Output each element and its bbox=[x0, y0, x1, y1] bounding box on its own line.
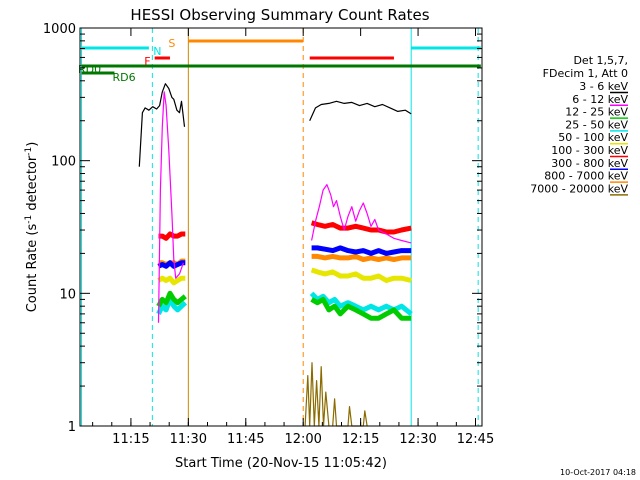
series-100-300-kev-line-0 bbox=[158, 231, 186, 241]
x-tick-label-12-15: 12:15 bbox=[342, 432, 379, 447]
y-axis-label-sup1: -1 bbox=[24, 215, 34, 224]
flag-label-s-1: S bbox=[168, 37, 175, 50]
y-tick-label-10: 10 bbox=[59, 287, 76, 302]
plot-frame bbox=[79, 27, 483, 427]
legend-label-7000-20000-kev: 7000 - 20000 keV bbox=[530, 182, 628, 195]
legend-label-100-300-kev: 100 - 300 keV bbox=[551, 144, 628, 157]
y-axis-label: Count Rate (s-1 detector-1) bbox=[24, 142, 40, 313]
series-7000-20000-kev-line-0 bbox=[304, 362, 330, 427]
plot-area: NS F RD0 RD6 bbox=[78, 28, 481, 427]
x-tick-label-11-15: 11:15 bbox=[112, 432, 149, 447]
x-tick-label-11-30: 11:30 bbox=[170, 432, 207, 447]
y-axis-label-part3: ) bbox=[25, 142, 40, 147]
series-3-6-kev-line-0 bbox=[138, 83, 186, 167]
chart-title: HESSI Observing Summary Count Rates bbox=[130, 6, 429, 24]
axes bbox=[79, 27, 483, 427]
series-3-6-kev-line-1 bbox=[309, 100, 412, 121]
flag-label-rd6-4: RD6 bbox=[112, 71, 135, 84]
series-25-50-kev-line-0 bbox=[156, 296, 187, 316]
x-tick-label-12-45: 12:45 bbox=[457, 432, 494, 447]
legend-label-6-12-kev: 6 - 12 keV bbox=[572, 93, 628, 106]
x-tick-label-12-00: 12:00 bbox=[284, 432, 321, 447]
series-100-300-kev-line-1 bbox=[310, 220, 412, 235]
series-50-100-kev-line-0 bbox=[157, 275, 186, 286]
legend-header-line2: FDecim 1, Att 0 bbox=[543, 67, 628, 80]
series-7000-20000-kev-line-1 bbox=[332, 398, 368, 427]
legend-header-line1: Det 1,5,7, bbox=[573, 54, 628, 67]
tick-marks: 11:15 11:30 11:45 12:00 12:15 12:30 12:45 1 10 10… bbox=[43, 22, 494, 447]
legend-label-50-100-kev: 50 - 100 keV bbox=[558, 131, 628, 144]
legend-label-25-50-kev: 25 - 50 keV bbox=[565, 118, 628, 131]
x-tick-label-12-30: 12:30 bbox=[399, 432, 436, 447]
series-800-7000-kev-line-1 bbox=[311, 253, 412, 262]
y-axis-label-part1: Count Rate (s bbox=[25, 224, 40, 313]
x-axis-label: Start Time (20-Nov-15 11:05:42) bbox=[175, 456, 387, 471]
legend-label-12-25-kev: 12 - 25 keV bbox=[565, 106, 628, 119]
x-tick-label-11-45: 11:45 bbox=[227, 432, 264, 447]
legend-label-300-800-kev: 300 - 800 keV bbox=[551, 157, 628, 170]
y-tick-label-100: 100 bbox=[51, 155, 76, 170]
legend-label-3-6-kev: 3 - 6 keV bbox=[579, 80, 628, 93]
legend-label-800-7000-kev: 800 - 7000 keV bbox=[544, 170, 628, 183]
flag-label-n-0: N bbox=[153, 45, 161, 58]
series-12-25-kev-line-1 bbox=[310, 296, 412, 321]
series-50-100-kev-line-1 bbox=[310, 267, 412, 283]
series-300-800-kev-line-0 bbox=[157, 260, 186, 269]
flag-label-f-2: F bbox=[144, 55, 150, 68]
series-6-12-kev-line-1 bbox=[311, 184, 412, 244]
series-6-12-kev-line-0 bbox=[157, 91, 184, 323]
timestamp-annotation: 10-Oct-2017 04:18 bbox=[560, 468, 636, 477]
y-axis-label-sup2: -1 bbox=[24, 147, 34, 156]
y-tick-label-1000: 1000 bbox=[43, 22, 76, 37]
series-300-800-kev-line-1 bbox=[311, 245, 412, 256]
flag-label-rd0-3: RD0 bbox=[78, 63, 101, 76]
y-tick-label-1: 1 bbox=[68, 420, 76, 435]
series-12-25-kev-line-0 bbox=[156, 290, 187, 308]
y-axis-label-part2: detector bbox=[25, 155, 40, 215]
